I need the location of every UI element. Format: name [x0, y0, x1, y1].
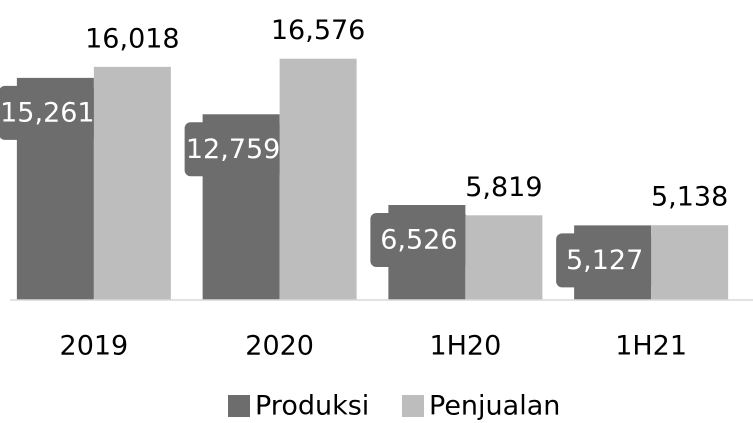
- legend-swatch: [228, 395, 250, 417]
- x-tick-label: 2020: [245, 331, 314, 362]
- legend-label: Penjualan: [429, 391, 560, 422]
- x-tick-label: 1H21: [615, 331, 687, 362]
- x-tick-label: 2019: [60, 331, 129, 362]
- value-label: 5,819: [465, 172, 542, 203]
- value-label: 16,018: [85, 23, 179, 54]
- value-label: 6,526: [380, 225, 457, 256]
- value-label: 16,576: [271, 15, 365, 46]
- label-box: [184, 122, 282, 177]
- label-box: [0, 85, 96, 140]
- value-label: 5,127: [566, 245, 643, 276]
- value-label: 12,759: [186, 134, 280, 165]
- bar: [93, 66, 171, 300]
- label-box: [370, 213, 468, 268]
- label-box: [556, 233, 654, 288]
- bar: [279, 58, 357, 300]
- bar: [465, 215, 543, 300]
- legend-swatch: [402, 395, 424, 417]
- value-label: 15,261: [0, 97, 94, 128]
- value-label: 5,138: [651, 182, 728, 213]
- legend-label: Produksi: [255, 391, 369, 422]
- x-tick-label: 1H20: [429, 331, 501, 362]
- bar: [651, 225, 729, 300]
